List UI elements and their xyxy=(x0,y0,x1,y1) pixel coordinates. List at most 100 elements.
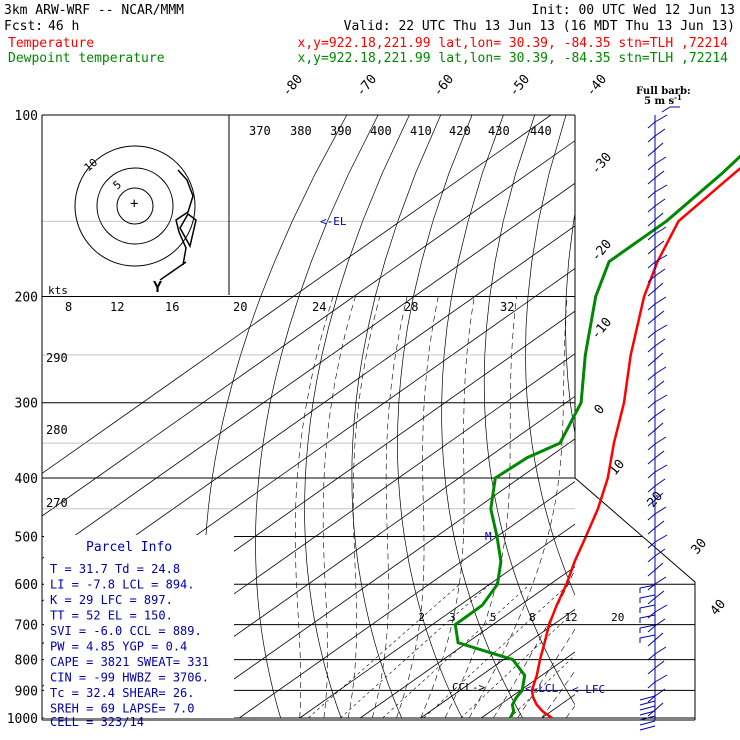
wind-barb xyxy=(654,436,667,445)
wind-barb xyxy=(654,240,665,249)
moist-adiabat-line xyxy=(420,296,475,719)
dry-adiabat-line xyxy=(642,115,740,718)
parcel-annotations: <-EL M CCL-> <-LCL < LFC xyxy=(320,215,605,696)
temperature-tick-label: 40 xyxy=(708,597,730,619)
wind-barb xyxy=(647,429,656,437)
wind-barb xyxy=(654,702,664,711)
isotherm-line xyxy=(359,566,575,719)
wind-barb xyxy=(654,380,665,389)
dry-adiabat-line xyxy=(483,115,575,706)
wind-barb xyxy=(647,527,656,535)
isotherm-line xyxy=(480,651,575,719)
chart-header: 3km ARW-WRF -- NCAR/MMM Init: 00 UTC Wed… xyxy=(4,3,735,66)
dry-adiabat-line xyxy=(714,115,740,718)
wind-barb xyxy=(654,282,664,291)
isotherm-line xyxy=(299,523,575,719)
theta-label: 390 xyxy=(330,124,352,138)
wind-barb xyxy=(654,534,668,543)
lcl-marker: <-LCL xyxy=(525,682,558,695)
wind-barb xyxy=(654,548,666,557)
storm-motion-marker xyxy=(179,212,197,249)
moist-adiabat-line xyxy=(468,296,568,719)
wind-barb xyxy=(639,695,656,701)
wind-barb xyxy=(639,700,656,706)
wind-barb xyxy=(647,695,656,703)
wind-barb xyxy=(647,233,656,241)
parcel-info-row: Tc = 32.4 SHEAR= 26. xyxy=(50,686,195,700)
theta-label: 400 xyxy=(370,124,392,138)
hodograph-ring xyxy=(96,167,174,245)
wind-barb xyxy=(654,604,668,613)
pressure-tick-label: 600 xyxy=(15,578,38,593)
parcel-info-row: CAPE = 3821 SWEAT= 331 xyxy=(50,655,209,669)
isotherm-line xyxy=(42,182,575,560)
dry-adiabat-line xyxy=(255,115,379,719)
pressure-tick-label: 900 xyxy=(15,684,38,699)
storm-motion-vector xyxy=(159,261,187,281)
temperature-profile-line xyxy=(530,167,740,720)
wind-barb xyxy=(647,177,656,185)
wind-barb xyxy=(647,457,656,465)
wind-barb xyxy=(647,667,656,675)
wind-barb xyxy=(639,634,656,643)
wind-barb xyxy=(639,604,656,613)
moist-adiabat-line xyxy=(322,296,356,719)
mixing-ratio-line xyxy=(340,583,491,719)
wind-barb xyxy=(639,725,656,731)
barb-scale-units: 5 m s-1 xyxy=(644,93,682,107)
mixing-ratio-label: 12 xyxy=(564,611,577,624)
wind-barb xyxy=(639,705,656,711)
wind-barb xyxy=(654,128,666,137)
isotherm-line xyxy=(117,395,575,719)
mixing-ratio-lines xyxy=(308,583,575,719)
wind-barb xyxy=(654,296,667,305)
hodograph-speed-tick: 24 xyxy=(312,300,326,314)
isotherm-line xyxy=(663,115,740,718)
wind-barb xyxy=(654,562,664,571)
wind-barb xyxy=(647,359,656,367)
hodograph-ring xyxy=(74,145,196,267)
hodograph-ring-label: 5 xyxy=(111,178,124,192)
wind-barb xyxy=(647,373,656,381)
wind-barb xyxy=(647,247,656,255)
wind-barb xyxy=(647,681,656,689)
hodograph-speed-tick: 12 xyxy=(110,300,124,314)
dry-adiabat-line xyxy=(604,115,740,718)
wind-barb xyxy=(654,576,667,585)
moist-adiabat-line xyxy=(493,568,575,719)
dewpoint-legend: Dewpoint temperature xyxy=(8,51,165,66)
hodograph-ring-label: 10 xyxy=(82,156,101,174)
wind-barb xyxy=(647,443,656,451)
wind-barb xyxy=(654,464,668,473)
hodograph-speed-tick: 8 xyxy=(65,300,72,314)
wind-barb xyxy=(647,499,656,507)
wind-barb xyxy=(654,646,667,655)
dewpoint-profile-line xyxy=(453,154,740,719)
forecast-hour: 46 h xyxy=(48,19,79,34)
lfc-marker: < LFC xyxy=(572,683,605,696)
theta-label: 410 xyxy=(410,124,432,138)
init-time: Init: 00 UTC Wed 12 Jun 13 xyxy=(532,3,736,18)
wind-barb xyxy=(647,331,656,339)
theta-label: 280 xyxy=(46,423,68,437)
pressure-tick-label: 100 xyxy=(15,109,38,124)
parcel-info-row: PW = 4.85 YGP = 0.4 xyxy=(50,640,187,654)
wind-barb xyxy=(654,590,665,599)
temperature-tick-label: 30 xyxy=(689,536,711,558)
wind-barb xyxy=(647,597,656,605)
wind-barb xyxy=(639,624,656,633)
wind-barb xyxy=(647,569,656,577)
wind-barb xyxy=(647,625,656,633)
wind-barb xyxy=(647,401,656,409)
isotherm-line xyxy=(602,115,740,718)
model-title: 3km ARW-WRF -- NCAR/MMM xyxy=(4,3,184,18)
barb-scale-label: Full barb: xyxy=(636,86,691,97)
dry-adiabat-line xyxy=(304,115,410,719)
temperature-location: x,y=922.18,221.99 lat,lon= 30.39, -84.35… xyxy=(298,36,729,51)
isotherm-line xyxy=(238,481,575,719)
el-marker: <-EL xyxy=(320,215,347,228)
wind-barb xyxy=(654,114,668,123)
wind-barb xyxy=(647,639,656,647)
temperature-tick-label: -70 xyxy=(354,72,381,100)
